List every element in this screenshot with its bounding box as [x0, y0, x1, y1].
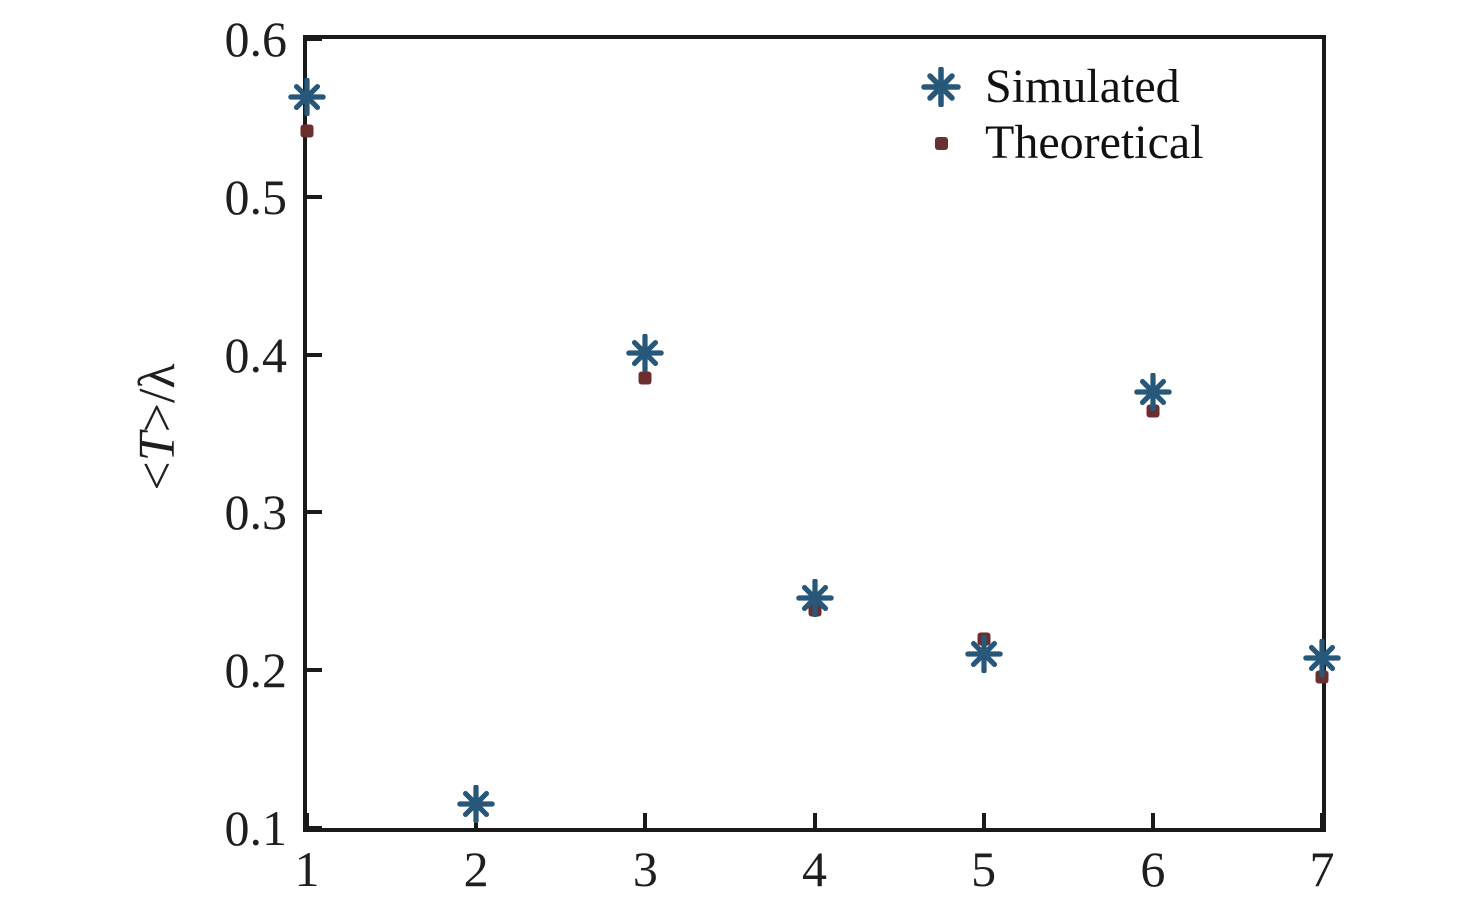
y-tick-label: 0.4	[224, 326, 288, 383]
x-tick-label: 6	[1140, 841, 1166, 897]
legend: Simulated Theoretical	[919, 59, 1204, 171]
x-tick	[305, 813, 309, 828]
x-tick	[812, 813, 817, 828]
y-axis-label: <T>/λ	[129, 363, 186, 491]
simulated-point	[288, 78, 326, 117]
dot-marker-icon	[919, 136, 963, 150]
legend-item-simulated: Simulated	[919, 59, 1204, 115]
y-tick	[307, 37, 322, 41]
y-tick-label: 0.1	[224, 800, 288, 856]
x-tick-label: 7	[1309, 841, 1335, 897]
legend-item-theoretical: Theoretical	[919, 115, 1204, 171]
x-tick	[1150, 813, 1155, 828]
theoretical-point	[638, 371, 652, 385]
x-tick	[1320, 813, 1324, 828]
simulated-point	[626, 334, 665, 373]
y-axis-label-T: T	[129, 432, 186, 462]
simulated-point	[1303, 638, 1341, 677]
legend-label-simulated: Simulated	[985, 60, 1180, 113]
y-axis-label-lambda: λ	[129, 363, 186, 389]
x-tick-label: 1	[294, 841, 320, 897]
y-tick	[307, 352, 322, 357]
x-tick-label: 4	[802, 841, 827, 897]
x-tick-label: 2	[463, 841, 489, 897]
x-tick	[981, 813, 986, 828]
simulated-point	[457, 785, 495, 824]
y-tick-label: 0.2	[224, 642, 288, 699]
x-tick	[643, 813, 648, 828]
x-tick-label: 3	[632, 841, 658, 897]
y-tick	[307, 826, 322, 830]
y-tick-label: 0.3	[224, 484, 288, 541]
simulated-point	[1134, 373, 1172, 412]
simulated-point	[795, 578, 834, 617]
x-tick-label: 5	[971, 841, 997, 897]
y-tick	[307, 510, 322, 515]
y-axis-label-pre: <	[129, 461, 186, 491]
simulated-point	[964, 635, 1003, 674]
plot-area: Simulated Theoretical 0.1 0.2 0.3 0.4 0.5 0.6…	[225, 14, 1341, 894]
y-tick	[307, 668, 322, 673]
asterisk-marker-icon	[919, 67, 963, 107]
y-tick-label: 0.5	[224, 168, 288, 225]
y-axis-label-mid: >/	[129, 388, 186, 433]
theoretical-point	[300, 124, 314, 138]
legend-label-theoretical: Theoretical	[985, 116, 1204, 169]
y-tick	[307, 194, 322, 199]
y-tick-label: 0.6	[224, 11, 288, 67]
